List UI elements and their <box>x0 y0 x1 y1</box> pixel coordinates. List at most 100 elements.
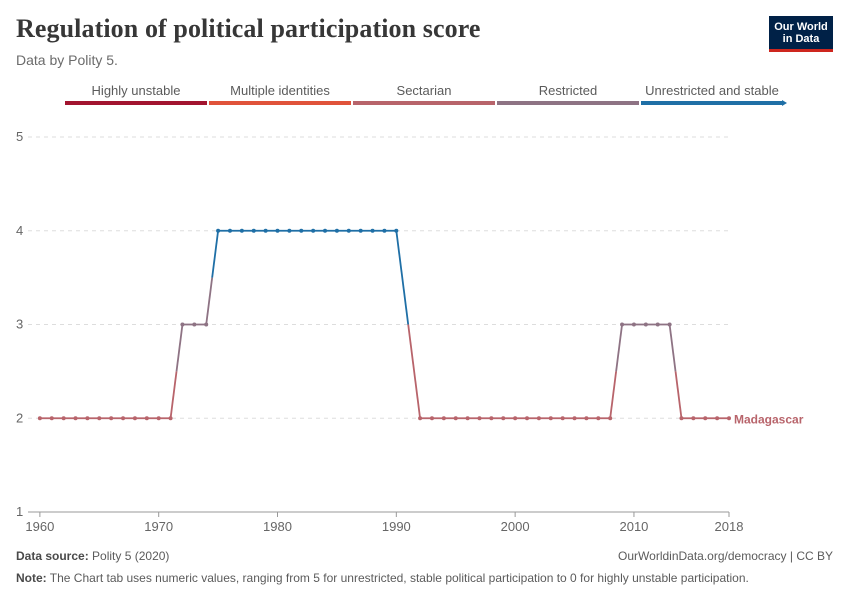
data-point <box>275 228 280 233</box>
series-segment <box>609 371 618 419</box>
data-point <box>216 228 221 233</box>
data-point <box>358 228 363 233</box>
series-segment <box>407 324 421 419</box>
x-tick-label: 1960 <box>25 519 54 534</box>
data-point <box>727 416 731 421</box>
data-point <box>596 416 601 421</box>
legend-bar-3 <box>497 101 639 105</box>
data-point <box>631 322 636 327</box>
data-point <box>204 322 209 327</box>
legend-label-2: Sectarian <box>397 83 452 98</box>
data-point <box>287 228 292 233</box>
data-point <box>73 416 78 421</box>
legend-label-3: Restricted <box>539 83 598 98</box>
data-point <box>477 416 482 421</box>
chart-note: Note: The Chart tab uses numeric values,… <box>16 571 749 585</box>
source-url[interactable]: OurWorldinData.org/democracy | CC BY <box>618 549 833 563</box>
data-point <box>620 322 625 327</box>
legend-label-4: Unrestricted and stable <box>645 83 779 98</box>
color-legend: Highly unstable Multiple identities Sectar… <box>65 83 787 106</box>
data-point <box>370 228 375 233</box>
data-point <box>418 416 423 421</box>
data-point <box>667 322 672 327</box>
series-segment <box>169 371 178 419</box>
data-point <box>394 228 399 233</box>
series-labels: Madagascar <box>734 412 804 426</box>
data-point <box>715 416 720 421</box>
series-label: Madagascar <box>734 412 804 426</box>
data-point <box>311 228 316 233</box>
note-label: Note: <box>16 571 47 585</box>
x-axis: 1960 1970 1980 1990 2000 2010 2018 <box>25 511 744 534</box>
y-tick-label: 5 <box>16 129 23 144</box>
data-point <box>144 416 149 421</box>
data-point <box>334 228 339 233</box>
data-point <box>536 416 541 421</box>
source-value[interactable]: Polity 5 (2020) <box>92 549 170 563</box>
data-point <box>97 416 102 421</box>
data-source: Data source: Polity 5 (2020) <box>16 549 169 563</box>
y-axis: 1 2 3 4 5 <box>16 129 23 519</box>
data-point <box>548 416 553 421</box>
y-tick-label: 2 <box>16 410 23 425</box>
data-point <box>513 416 518 421</box>
series-segment <box>205 277 214 325</box>
data-point <box>489 416 494 421</box>
data-point <box>655 322 660 327</box>
x-tick-label: 2000 <box>501 519 530 534</box>
data-point <box>299 228 304 233</box>
data-point <box>109 416 114 421</box>
x-tick-label: 1970 <box>144 519 173 534</box>
data-point <box>85 416 90 421</box>
x-tick-label: 2010 <box>619 519 648 534</box>
chart-title: Regulation of political participation sc… <box>16 14 481 43</box>
x-tick-label: 2018 <box>715 519 744 534</box>
data-point <box>453 416 458 421</box>
data-point <box>703 416 708 421</box>
data-point <box>323 228 328 233</box>
data-point <box>168 416 173 421</box>
grid-lines <box>28 136 729 419</box>
series-segment <box>668 324 677 372</box>
data-point <box>156 416 161 421</box>
logo-line-2: in Data <box>782 32 820 45</box>
legend-label-1: Multiple identities <box>230 83 330 98</box>
series-segment <box>615 324 623 372</box>
x-tick-label: 1980 <box>263 519 292 534</box>
data-point <box>227 228 232 233</box>
data-point <box>429 416 434 421</box>
series-segment <box>395 230 410 325</box>
logo-line-1: Our World <box>774 20 828 33</box>
data-point <box>643 322 648 327</box>
owid-logo[interactable]: Our World in Data <box>769 16 833 52</box>
chart-subtitle: Data by Polity 5. <box>16 52 118 68</box>
data-point <box>37 416 42 421</box>
legend-bar-2 <box>353 101 495 105</box>
data-point <box>691 416 696 421</box>
data-point <box>679 416 684 421</box>
y-tick-label: 3 <box>16 317 23 332</box>
series-segment <box>674 371 683 419</box>
data-point <box>239 228 244 233</box>
legend-label-0: Highly unstable <box>92 83 181 98</box>
data-point <box>584 416 589 421</box>
source-label: Data source: <box>16 549 89 563</box>
data-point <box>121 416 126 421</box>
y-tick-label: 1 <box>16 504 23 519</box>
series-segment <box>211 230 219 278</box>
note-text: The Chart tab uses numeric values, rangi… <box>49 571 749 585</box>
legend-arrow <box>782 100 787 106</box>
data-point <box>180 322 185 327</box>
data-point <box>132 416 137 421</box>
data-point <box>61 416 66 421</box>
data-point <box>251 228 256 233</box>
legend-bar-4 <box>641 101 783 105</box>
series-segment <box>175 324 184 372</box>
data-point <box>49 416 54 421</box>
series-points <box>37 228 731 421</box>
data-point <box>608 416 613 421</box>
data-point <box>192 322 197 327</box>
data-point <box>441 416 446 421</box>
data-point <box>263 228 268 233</box>
